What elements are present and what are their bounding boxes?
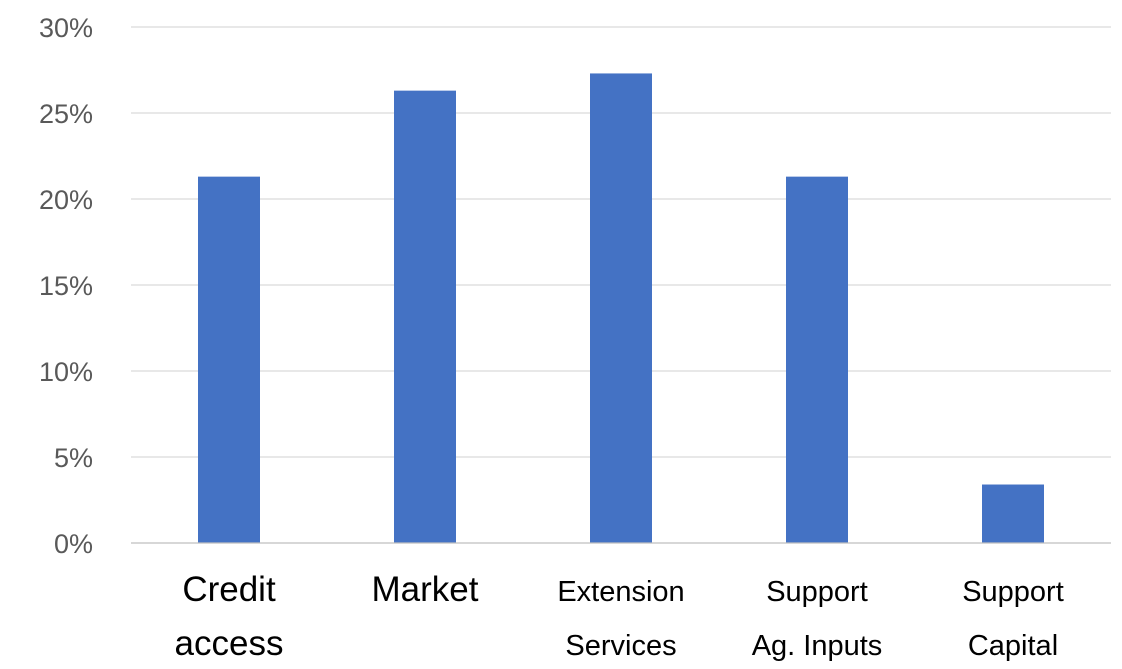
x-axis-category-labels: Credit access Market Extension Services Suppo… <box>175 570 1064 663</box>
x-category-label: Support <box>766 576 868 608</box>
y-tick-label: 20% <box>39 185 93 215</box>
bar <box>394 90 456 543</box>
bar <box>198 176 260 543</box>
bars <box>198 73 1044 543</box>
bar <box>786 176 848 543</box>
y-tick-label: 10% <box>39 357 93 387</box>
y-tick-label: 15% <box>39 271 93 301</box>
x-category-label: access <box>175 624 284 663</box>
y-tick-label: 5% <box>54 443 93 473</box>
y-tick-label: 30% <box>39 13 93 43</box>
x-category-label: Ag. Inputs <box>752 630 883 662</box>
y-axis-tick-labels: 0% 5% 10% 15% 20% 25% 30% <box>39 13 93 559</box>
x-category-label: Market <box>372 570 479 609</box>
x-category-label: Capital <box>968 630 1058 662</box>
x-category-label: Credit <box>182 570 276 609</box>
x-category-label: Support <box>962 576 1064 608</box>
y-tick-label: 25% <box>39 99 93 129</box>
x-category-label: Services <box>565 630 676 662</box>
bar <box>590 73 652 543</box>
y-tick-label: 0% <box>54 529 93 559</box>
x-category-label: Extension <box>557 576 684 608</box>
bar <box>982 484 1044 543</box>
